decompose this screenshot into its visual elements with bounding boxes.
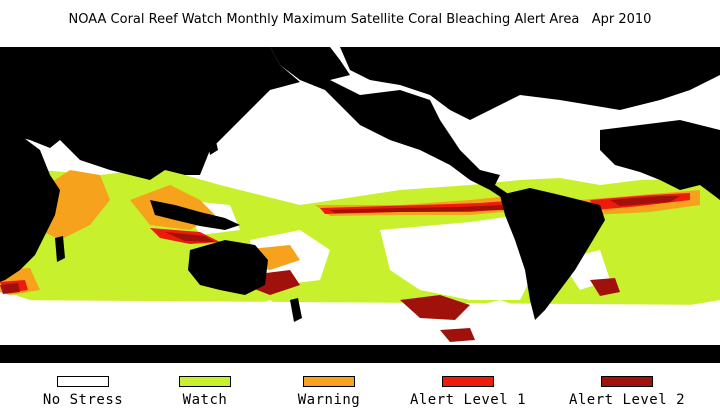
legend-item-alert-1: Alert Level 1 [398,376,538,408]
legend-label-warning: Warning [297,392,361,408]
alert2-zones [0,58,680,342]
eurasia [0,47,300,180]
map-title: NOAA Coral Reef Watch Monthly Maximum Sa… [0,12,720,27]
madagascar [55,236,65,262]
legend-item-no-stress: No Stress [13,376,153,408]
japan [205,128,218,155]
north-america [270,47,510,200]
legend: No Stress Watch Warning Alert Level 1 Al… [0,376,720,411]
legend-label-no-stress: No Stress [42,392,124,408]
africa-east [600,120,720,200]
legend-swatch-alert-1 [442,376,494,387]
bleaching-map [0,47,720,363]
legend-item-alert-2: Alert Level 2 [557,376,697,408]
antarctica [0,345,720,363]
land-masses [0,47,720,363]
world-map-svg [0,47,720,363]
new-zealand [290,298,302,322]
africa [0,130,60,282]
legend-label-alert-1: Alert Level 1 [409,392,527,408]
legend-item-warning: Warning [259,376,399,408]
map-date: Apr 2010 [591,12,652,27]
legend-swatch-warning [303,376,355,387]
legend-swatch-watch [179,376,231,387]
legend-item-watch: Watch [135,376,275,408]
map-title-text: NOAA Coral Reef Watch Monthly Maximum Sa… [68,12,580,27]
indonesia [150,200,240,230]
legend-label-watch: Watch [182,392,228,408]
south-america [500,188,605,320]
legend-swatch-alert-2 [601,376,653,387]
australia [188,240,268,295]
legend-swatch-no-stress [57,376,109,387]
greenland-arctic [340,47,720,120]
legend-label-alert-2: Alert Level 2 [568,392,686,408]
